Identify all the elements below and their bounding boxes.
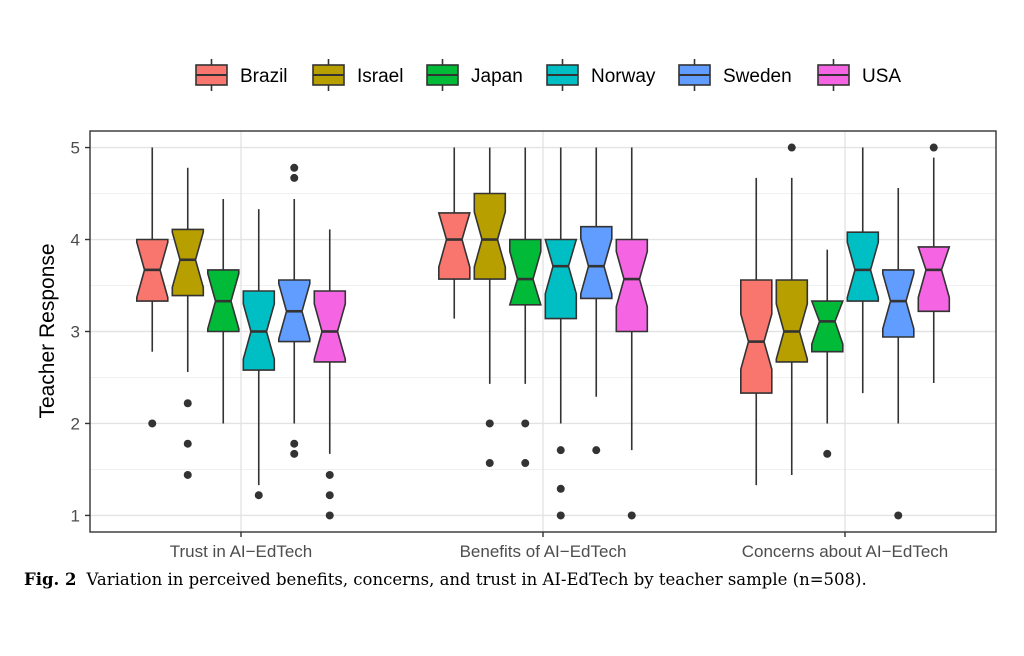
box-body xyxy=(739,279,773,394)
legend-label: Norway xyxy=(591,66,656,87)
legend-item-usa: USA xyxy=(817,59,901,91)
outlier-point xyxy=(290,439,299,448)
box-usa-1 xyxy=(313,229,347,520)
box-israel-3 xyxy=(775,143,809,475)
x-tick-label: Concerns about AI−EdTech xyxy=(742,542,949,561)
outlier-point xyxy=(325,470,334,479)
box-norway-2 xyxy=(544,147,578,520)
boxplot-chart: Brazil Israel Japan Norway Sweden USA 1 2 3 4 5 Tr… xyxy=(36,59,997,561)
box-brazil-2 xyxy=(437,147,471,319)
box-body xyxy=(775,279,809,363)
legend-label: Israel xyxy=(357,66,403,87)
box-body xyxy=(171,228,205,297)
outlier-point xyxy=(148,419,157,428)
outlier-point xyxy=(823,449,832,458)
caption-text: Variation in perceived benefits, concern… xyxy=(86,570,867,589)
box-body xyxy=(881,269,915,338)
outlier-point xyxy=(894,511,903,520)
outlier-point xyxy=(183,399,192,408)
outlier-point xyxy=(290,173,299,182)
plot-panel: 1 2 3 4 5 Trust in AI−EdTech Benefits of AI−Ed… xyxy=(71,130,997,561)
y-axis-label: Teacher Response xyxy=(36,243,59,418)
caption-label: Fig. 2 xyxy=(24,570,77,589)
box-japan-2 xyxy=(508,147,542,468)
y-tick-label: 3 xyxy=(71,323,80,342)
box-body xyxy=(579,225,613,300)
box-usa-3 xyxy=(917,143,951,384)
outlier-point xyxy=(521,419,530,428)
outlier-point xyxy=(485,459,494,468)
outlier-point xyxy=(290,163,299,172)
legend-label: Japan xyxy=(471,66,523,87)
box-body xyxy=(615,238,649,333)
legend-item-israel: Israel xyxy=(312,59,403,91)
legend-label: USA xyxy=(862,66,901,87)
box-israel-2 xyxy=(473,147,507,468)
box-israel-1 xyxy=(171,167,205,479)
outlier-point xyxy=(592,446,601,455)
box-brazil-3 xyxy=(739,177,773,486)
y-tick-label: 1 xyxy=(71,506,80,525)
legend-label: Brazil xyxy=(240,66,288,87)
box-body xyxy=(473,192,507,280)
box-sweden-1 xyxy=(277,163,311,458)
legend-item-brazil: Brazil xyxy=(195,59,288,91)
box-japan-1 xyxy=(207,199,240,424)
outlier-point xyxy=(254,491,263,500)
box-body xyxy=(544,238,578,320)
outlier-point xyxy=(787,143,796,152)
outlier-point xyxy=(183,439,192,448)
box-body xyxy=(508,238,542,306)
box-body xyxy=(810,300,844,353)
legend-item-japan: Japan xyxy=(426,59,523,91)
legend: Brazil Israel Japan Norway Sweden USA xyxy=(195,59,901,91)
box-sweden-2 xyxy=(579,147,613,455)
box-usa-2 xyxy=(615,147,649,520)
x-tick-label: Trust in AI−EdTech xyxy=(170,542,313,561)
legend-item-sweden: Sweden xyxy=(678,59,792,91)
y-tick-label: 5 xyxy=(71,139,80,158)
x-tick-label: Benefits of AI−EdTech xyxy=(460,542,627,561)
outlier-point xyxy=(627,511,636,520)
outlier-point xyxy=(929,143,938,152)
outlier-point xyxy=(556,484,565,493)
legend-item-norway: Norway xyxy=(546,59,656,91)
outlier-point xyxy=(290,449,299,458)
box-norway-1 xyxy=(242,209,276,500)
outlier-point xyxy=(556,511,565,520)
box-japan-3 xyxy=(810,249,844,458)
y-tick-label: 4 xyxy=(71,231,80,250)
y-tick-label: 2 xyxy=(71,414,80,433)
outlier-point xyxy=(556,446,565,455)
outlier-point xyxy=(521,459,530,468)
outlier-point xyxy=(325,511,334,520)
box-norway-3 xyxy=(846,147,880,394)
box-body xyxy=(917,246,951,313)
box-body xyxy=(313,290,347,363)
figure-caption: Fig. 2 Variation in perceived benefits, c… xyxy=(24,570,1014,589)
box-body xyxy=(437,212,471,280)
outlier-point xyxy=(183,470,192,479)
box-body xyxy=(846,231,880,302)
box-sweden-3 xyxy=(881,188,915,520)
box-brazil-1 xyxy=(136,147,169,428)
outlier-point xyxy=(485,419,494,428)
outlier-point xyxy=(325,491,334,500)
legend-label: Sweden xyxy=(723,66,792,87)
